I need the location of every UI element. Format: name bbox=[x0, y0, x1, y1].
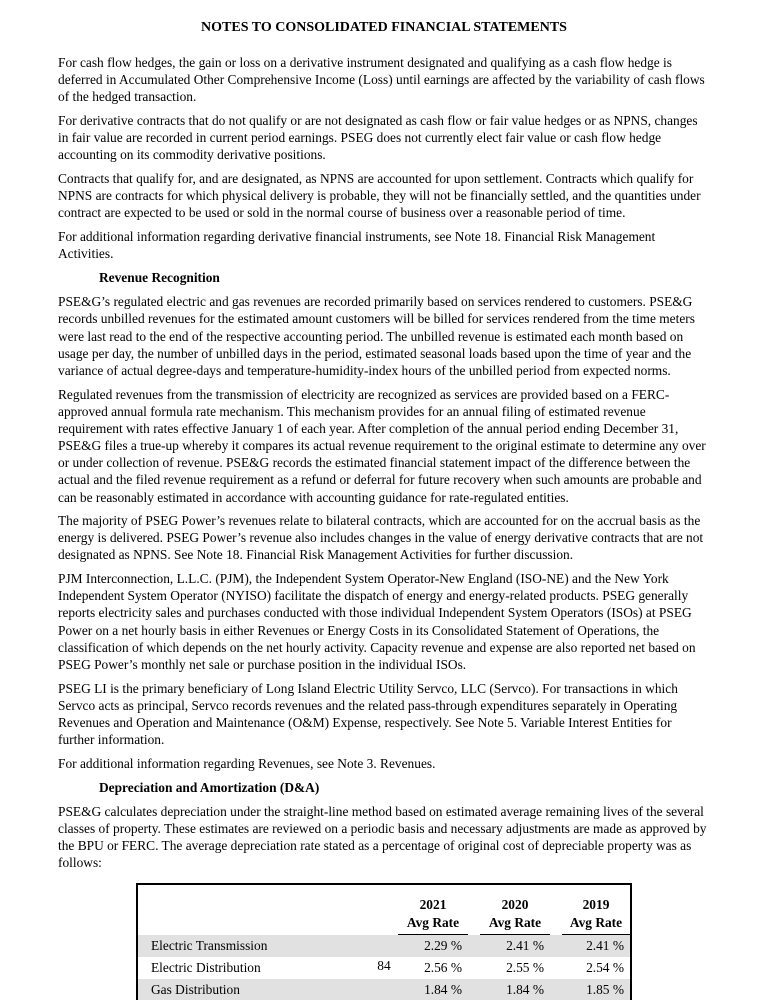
table-header-spacer bbox=[138, 914, 386, 935]
table-header-year-2020: 2020 bbox=[501, 896, 529, 912]
table-header-avg-rate-2020: Avg Rate bbox=[468, 914, 550, 935]
paragraph-note18-reference: For additional information regarding der… bbox=[58, 228, 656, 261]
table-row-gas-distribution: Gas Distribution 1.84 % 1.84 % 1.85 % bbox=[138, 979, 630, 1000]
table-row-electric-distribution: Electric Distribution 2.56 % 2.55 % 2.54… bbox=[138, 957, 630, 979]
page-title: NOTES TO CONSOLIDATED FINANCIAL STATEMEN… bbox=[201, 20, 567, 35]
cell-value: 1.85 % bbox=[586, 982, 624, 998]
cell-value: 1.84 % bbox=[424, 982, 462, 998]
cell-value: 2.41 % bbox=[506, 937, 544, 953]
depreciation-rate-table: 2021 2020 2019 Avg Rate Avg Rate Avg Rat… bbox=[136, 882, 632, 1000]
paragraph-transmission-revenues: Regulated revenues from the transmission… bbox=[58, 386, 706, 505]
cell-value: 2.29 % bbox=[424, 937, 462, 953]
cell-value: 2.54 % bbox=[586, 960, 624, 976]
cell-value: 1.84 % bbox=[506, 982, 544, 998]
cell-value: 2.41 % bbox=[586, 937, 624, 953]
cell-value: 2.55 % bbox=[506, 960, 544, 976]
page-number: 84 bbox=[377, 957, 391, 973]
table-header-avg-rate-2021: Avg Rate bbox=[386, 914, 468, 935]
paragraph-unbilled-revenues: PSE&G’s regulated electric and gas reven… bbox=[58, 294, 695, 378]
paragraph-derivative-contracts: For derivative contracts that do not qua… bbox=[58, 112, 698, 163]
paragraph-cash-flow-hedges: For cash flow hedges, the gain or loss o… bbox=[58, 54, 705, 105]
table-header-year-2019: 2019 bbox=[582, 896, 610, 912]
paragraph-depreciation-method: PSE&G calculates depreciation under the … bbox=[58, 804, 707, 871]
section-heading-depreciation-amortization: Depreciation and Amortization (D&A) bbox=[99, 779, 320, 795]
table-year-header-row: 2021 2020 2019 bbox=[138, 896, 630, 914]
paragraph-pseg-power-revenues: The majority of PSEG Power’s revenues re… bbox=[58, 513, 704, 563]
table-header-avg-rate-2019: Avg Rate bbox=[550, 914, 630, 935]
row-label: Electric Transmission bbox=[151, 937, 268, 953]
paragraph-npns-contracts: Contracts that qualify for, and are desi… bbox=[58, 170, 701, 221]
table-header-year-2021: 2021 bbox=[419, 896, 447, 912]
paragraph-note3-reference: For additional information regarding Rev… bbox=[58, 755, 436, 771]
table-subheader-row: Avg Rate Avg Rate Avg Rate bbox=[138, 914, 630, 935]
document-content: For cash flow hedges, the gain or loss o… bbox=[0, 54, 768, 1000]
paragraph-iso-dispatch: PJM Interconnection, L.L.C. (PJM), the I… bbox=[58, 571, 696, 672]
cell-value: 2.56 % bbox=[424, 960, 462, 976]
row-label: Electric Distribution bbox=[151, 960, 261, 976]
table-header-spacer bbox=[138, 896, 386, 914]
section-heading-revenue-recognition: Revenue Recognition bbox=[99, 270, 220, 286]
row-label: Gas Distribution bbox=[151, 982, 240, 998]
table-row-electric-transmission: Electric Transmission 2.29 % 2.41 % 2.41… bbox=[138, 934, 630, 958]
paragraph-pseg-li-servco: PSEG LI is the primary beneficiary of Lo… bbox=[58, 680, 678, 748]
